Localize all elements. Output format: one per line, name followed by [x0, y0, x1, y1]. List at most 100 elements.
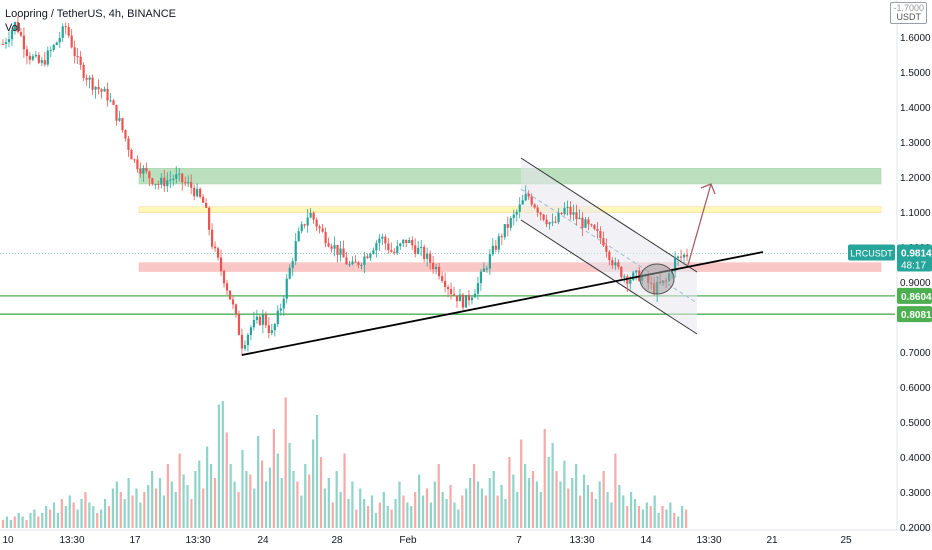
candle-body	[554, 221, 557, 223]
candle-body	[142, 168, 145, 174]
candle-body	[175, 174, 178, 179]
candle-body	[429, 253, 432, 263]
candle-body	[617, 262, 620, 267]
candle-body	[267, 325, 270, 333]
descending-channel[interactable]	[521, 158, 697, 334]
candle-body	[172, 178, 175, 180]
projection-arrow[interactable]	[687, 183, 712, 266]
candle-body	[106, 88, 109, 101]
candle-body	[243, 345, 247, 349]
candle-body	[351, 261, 354, 265]
volume-bar	[665, 509, 668, 528]
candle-body	[285, 278, 288, 299]
candle-body	[151, 178, 154, 185]
candle-body	[121, 118, 124, 131]
candle-body	[417, 247, 420, 254]
volume-bar	[645, 502, 648, 528]
candle-body	[602, 238, 605, 246]
volume-bar	[166, 464, 169, 528]
volume-bar	[60, 499, 63, 528]
volume-bar	[25, 520, 28, 528]
zone-support[interactable]	[138, 262, 882, 272]
candle-body	[234, 304, 238, 315]
candle-body	[682, 254, 686, 258]
candle-body	[279, 308, 282, 311]
candle-body	[64, 26, 67, 28]
volume-bar	[41, 513, 44, 528]
x-tick-label: 25	[840, 535, 852, 546]
volume-bar	[461, 495, 464, 528]
zone-resistance[interactable]	[138, 168, 882, 185]
candle-body	[596, 229, 599, 232]
candle-body	[548, 222, 551, 225]
candle-body	[566, 206, 569, 208]
support-price-label[interactable]	[897, 306, 932, 323]
volume-bar	[155, 488, 158, 528]
candle-body	[560, 212, 563, 214]
candle-body	[345, 257, 348, 265]
last-price-label[interactable]	[897, 244, 932, 272]
candle-body	[49, 49, 52, 51]
volume-bar	[539, 492, 542, 528]
candle-body	[420, 247, 423, 249]
volume-bar	[29, 513, 32, 528]
candle-body	[321, 228, 324, 232]
candle-body	[378, 238, 381, 243]
zone-resistance[interactable]	[138, 206, 882, 213]
candle-body	[4, 42, 8, 45]
candle-body	[312, 212, 315, 220]
candle-body	[458, 294, 462, 302]
candle-body	[336, 244, 339, 255]
candle-body	[342, 248, 345, 258]
candle-body	[461, 294, 465, 308]
volume-bar	[9, 520, 12, 528]
candle-body	[524, 194, 527, 201]
candle-body	[1, 44, 5, 45]
candle-body	[10, 30, 14, 40]
candle-body	[587, 219, 590, 225]
channel-upper-line[interactable]	[520, 157, 698, 273]
candle-body	[88, 77, 91, 80]
volume-bar	[614, 453, 617, 528]
candle-body	[575, 212, 578, 220]
y-tick-label: 0.5000	[900, 418, 931, 429]
candle-body	[163, 177, 166, 187]
currency-unit-badge[interactable]: -1.7000 USDT	[890, 2, 927, 24]
candle-body	[169, 179, 172, 181]
volume-bar	[575, 464, 578, 528]
volume-bar	[594, 499, 597, 528]
symbol-tag[interactable]	[848, 244, 895, 261]
volume-bar	[586, 485, 590, 528]
volume-bar	[68, 495, 71, 528]
candle-body	[632, 272, 635, 280]
volume-bar	[103, 499, 107, 528]
volume-bar	[378, 502, 381, 528]
volume-bar	[272, 429, 275, 528]
volume-bar	[343, 453, 346, 528]
channel-lower-line[interactable]	[520, 219, 698, 335]
candle-body	[521, 200, 524, 205]
breakout-circle[interactable]	[639, 263, 675, 295]
candle-body	[288, 267, 291, 279]
candle-body	[491, 245, 494, 255]
volume-bar	[174, 492, 177, 528]
candle-body	[563, 207, 566, 214]
candle-body	[581, 217, 584, 228]
volume-bar	[366, 506, 370, 528]
candle-body	[333, 244, 336, 249]
volume-bar	[162, 495, 166, 528]
volume-bar	[80, 499, 83, 528]
volume-bar	[5, 516, 9, 528]
candle-body	[249, 327, 253, 335]
support-price-value: 0.8604	[901, 292, 932, 303]
ascending-trend-line[interactable]	[241, 251, 764, 356]
support-price-label[interactable]	[897, 287, 932, 304]
volume-bar	[33, 509, 36, 528]
volume-bar	[504, 499, 507, 528]
candle-body	[500, 236, 503, 238]
candle-body	[187, 182, 190, 184]
y-tick-label: 1.6000	[900, 33, 931, 44]
candle-body	[309, 212, 312, 218]
volume-bar	[202, 488, 205, 528]
